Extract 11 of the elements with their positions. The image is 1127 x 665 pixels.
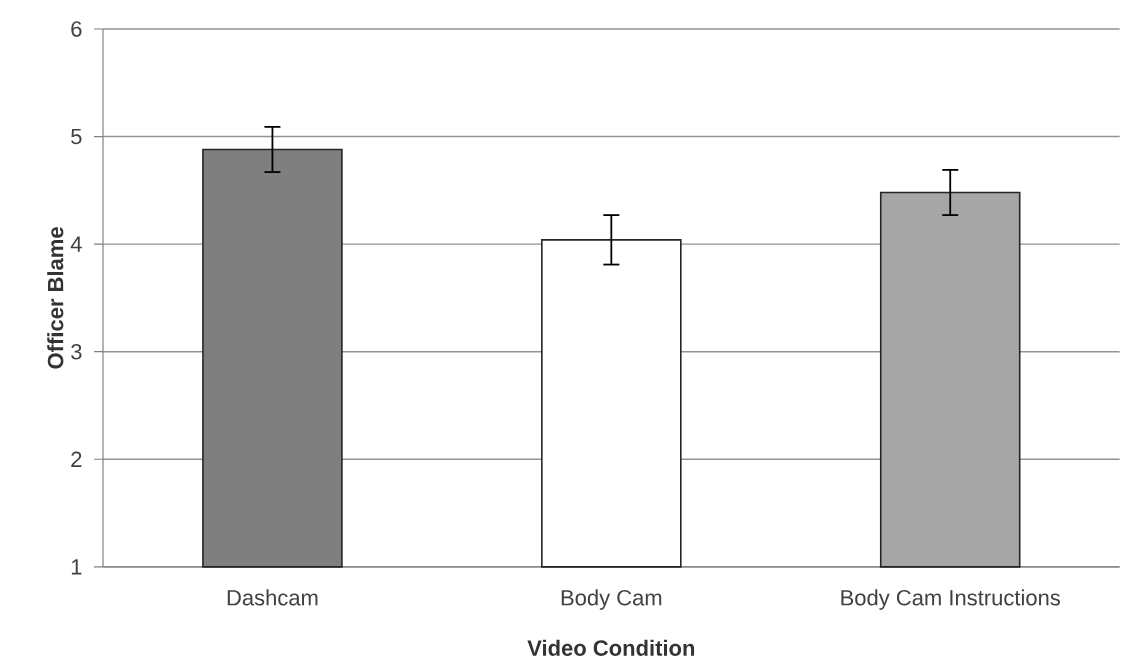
y-axis-title: Officer Blame bbox=[47, 227, 64, 369]
y-tick-label: 6 bbox=[71, 21, 82, 37]
x-tick-label: Body Cam Instructions bbox=[841, 589, 1061, 610]
y-tick-label: 5 bbox=[71, 128, 82, 145]
y-tick-label: 1 bbox=[71, 559, 82, 575]
y-tick-label: 2 bbox=[71, 451, 82, 468]
x-axis-title: Video Condition bbox=[527, 639, 695, 656]
x-tick-label: Body Cam bbox=[561, 589, 662, 610]
x-tick-label: Dashcam bbox=[227, 589, 318, 606]
y-tick-label: 4 bbox=[70, 236, 82, 252]
y-tick-label: 3 bbox=[71, 344, 82, 360]
